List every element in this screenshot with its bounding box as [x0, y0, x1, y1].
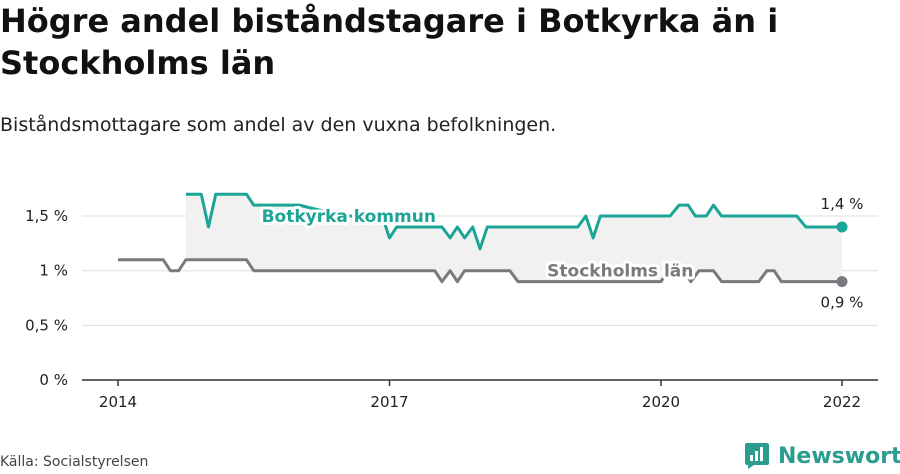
- newsworthy-logo-icon: [745, 443, 769, 469]
- botkyrka-end-point: [836, 221, 848, 233]
- brand-name: Newsworthy: [778, 443, 900, 469]
- y-tick-label: 1 %: [39, 262, 68, 280]
- stockholm-end-label: 0,9 %: [821, 294, 864, 312]
- line-chart: 0 % 0,5 % 1 % 1,5 % 2014 2017 2020 2022 1,4 % 0,9…: [25, 192, 878, 411]
- chart-title: Högre andel biståndstagare i Botkyrka än…: [0, 2, 779, 82]
- x-tick-label: 2022: [823, 393, 861, 411]
- x-tick-label: 2014: [99, 393, 137, 411]
- x-tick-label: 2020: [642, 393, 680, 411]
- stockholm-end-point: [836, 276, 848, 288]
- x-tick-label: 2017: [370, 393, 408, 411]
- y-tick-label: 1,5 %: [25, 207, 68, 225]
- source-note: Källa: Socialstyrelsen: [0, 454, 149, 470]
- chart-subtitle: Biståndsmottagare som andel av den vuxna…: [0, 114, 557, 136]
- y-tick-label: 0,5 %: [25, 316, 68, 334]
- brand-logo[interactable]: Newsworthy: [744, 440, 900, 472]
- y-tick-label: 0 %: [39, 371, 68, 389]
- stockholm-line: [118, 258, 842, 284]
- botkyrka-line: [185, 192, 842, 251]
- botkyrka-series-label: Botkyrka kommun: [262, 207, 436, 227]
- stockholm-series-label: Stockholms län: [547, 262, 693, 282]
- botkyrka-end-label: 1,4 %: [821, 195, 864, 213]
